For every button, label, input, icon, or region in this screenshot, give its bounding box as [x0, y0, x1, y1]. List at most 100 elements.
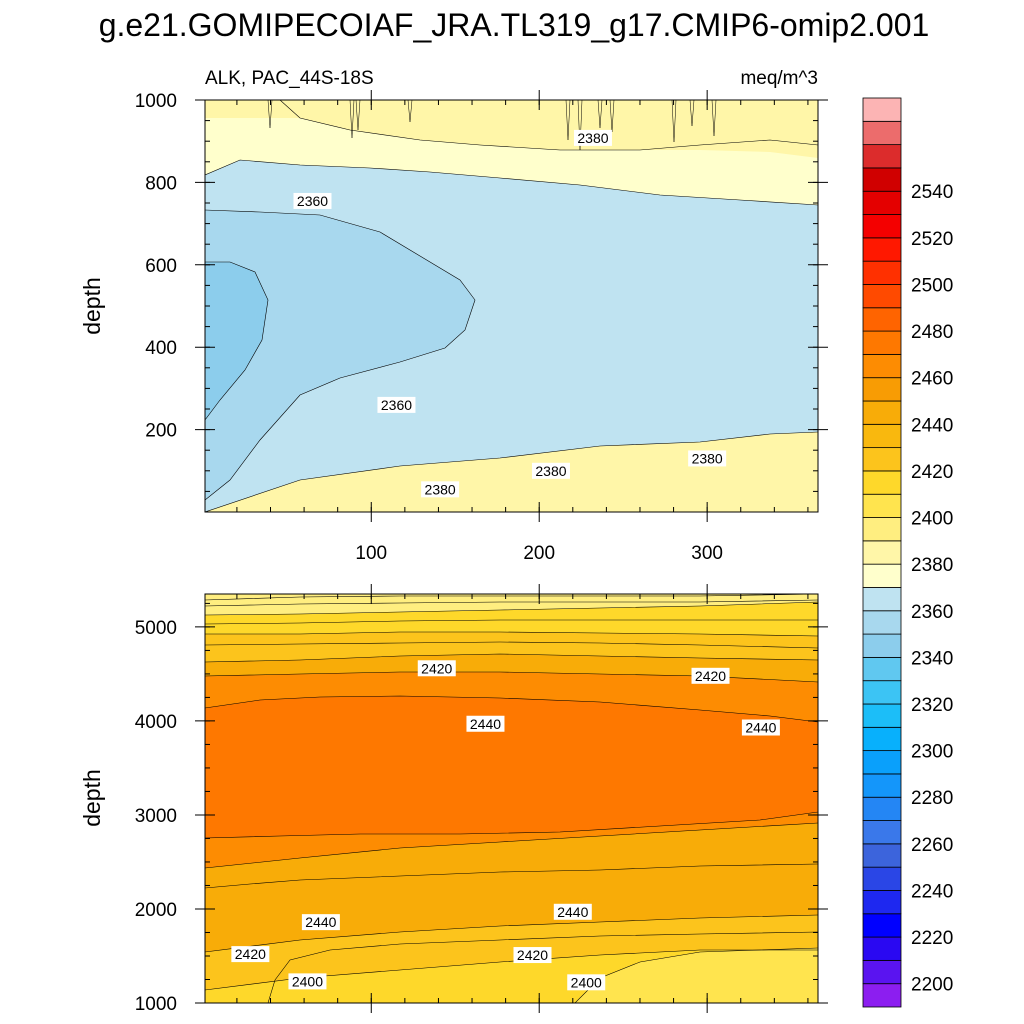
contour-label-box [293, 192, 332, 209]
colorbar-label: 2200 [911, 975, 953, 996]
bot-contour-1 [205, 594, 818, 601]
contour-label: 2440 [305, 914, 336, 930]
colorbar-label: 2300 [911, 742, 953, 763]
colorbar-swatch [862, 144, 902, 169]
bot-contour-12 [205, 863, 818, 889]
top-contour-labels: 2380 2380 2380 2360 2360 2380 [293, 129, 727, 498]
colorbar-label: 2400 [911, 509, 953, 530]
top-contour-2380-upper [205, 159, 818, 206]
colorbar-swatch [862, 540, 902, 565]
colorbar-swatch [862, 913, 902, 938]
top-contour-2350 [205, 261, 269, 421]
colorbar-swatch [862, 959, 902, 985]
colorbar: 2200 2220 2240 2260 2280 2300 2320 2340 2360 2380… [862, 97, 953, 1008]
bottom-ticks: 1000 2000 3000 4000 5000 [135, 584, 828, 1015]
contour-label-box [377, 396, 416, 413]
top-ytick-label: 200 [145, 421, 177, 442]
bottom-ytick-label: 3000 [135, 806, 177, 827]
bot-contour-6 [205, 641, 818, 649]
bot-fill-2380-2400-top [205, 594, 818, 615]
contour-label-box [288, 973, 327, 990]
contour-label-box [741, 719, 780, 736]
colorbar-swatch [862, 843, 902, 868]
contour-label: 2400 [571, 974, 602, 990]
contour-label: 2420 [235, 946, 266, 962]
contour-label-box [417, 660, 456, 677]
bottom-ytick-label: 1000 [135, 994, 177, 1015]
colorbar-label: 2340 [911, 648, 953, 669]
top-contour-2360 [205, 209, 476, 501]
colorbar-swatch [862, 656, 902, 682]
bottom-ylabel: depth [79, 769, 105, 827]
colorbar-swatch [862, 517, 902, 542]
top-ticks: 200 400 600 800 1000 100 200 300 [135, 90, 828, 564]
colorbar-swatch [862, 493, 902, 518]
bot-contour-3 [205, 601, 818, 616]
top-xtick-label: 300 [691, 543, 723, 564]
colorbar-label: 2440 [911, 415, 953, 436]
contour-label-box [573, 129, 612, 146]
top-surface-noise [267, 100, 717, 151]
contour-label-box [531, 462, 570, 479]
contour-label-box [513, 947, 552, 964]
top-contour-2390 [205, 100, 818, 151]
bottom-ytick-label: 2000 [135, 900, 177, 921]
top-ytick-label: 400 [145, 338, 177, 359]
colorbar-swatch [862, 610, 902, 635]
colorbar-swatch [862, 866, 902, 891]
bottom-contour-labels: 2400 2400 2420 2420 2440 2440 2440 2440 2420 2420 [231, 660, 780, 991]
colorbar-swatch [862, 633, 902, 658]
contour-label-box [688, 450, 727, 467]
bot-contour-4 [205, 619, 818, 625]
colorbar-label: 2320 [911, 695, 953, 716]
colorbar-swatch [862, 237, 902, 262]
colorbar-label: 2520 [911, 229, 953, 250]
colorbar-swatch [862, 447, 902, 472]
top-ytick-label: 1000 [135, 91, 177, 112]
colorbar-swatch [862, 703, 902, 728]
colorbar-swatch [862, 353, 902, 379]
colorbar-label: 2500 [911, 275, 953, 296]
colorbar-label: 2380 [911, 555, 953, 576]
colorbar-swatch [862, 190, 902, 215]
top-ylabel: depth [79, 277, 105, 335]
contour-label-box [466, 715, 505, 732]
contour-label: 2420 [695, 668, 726, 684]
top-ytick-label: 600 [145, 256, 177, 277]
colorbar-label: 2280 [911, 788, 953, 809]
subtitle-left: ALK, PAC_44S-18S [205, 68, 374, 89]
colorbar-swatch [862, 890, 902, 915]
colorbar-swatch [862, 120, 902, 146]
bottom-panel [205, 594, 818, 1003]
contour-label-box [421, 481, 460, 498]
colorbar-swatch [862, 587, 902, 612]
colorbar-swatch [862, 750, 902, 775]
bot-contour-11 [205, 822, 818, 869]
contour-label: 2380 [577, 130, 608, 146]
colorbar-swatch [862, 330, 902, 355]
colorbar-swatch [862, 820, 902, 845]
top-xtick-label: 100 [355, 543, 387, 564]
colorbar-swatch [862, 307, 902, 332]
top-fill-2340-2350 [205, 262, 268, 420]
bottom-ytick-label: 4000 [135, 712, 177, 733]
contour-label: 2440 [745, 720, 776, 736]
colorbar-swatch [862, 400, 902, 425]
colorbar-swatch [862, 214, 902, 239]
bot-contour-10 [205, 811, 818, 839]
bot-fill-2460-max [205, 696, 818, 838]
colorbar-label: 2220 [911, 928, 953, 949]
bot-fill-2390-bottom [575, 948, 818, 1003]
contour-label: 2440 [470, 716, 501, 732]
colorbar-swatch [862, 423, 902, 449]
contour-label: 2360 [297, 193, 328, 209]
top-panel [205, 100, 818, 512]
contour-label: 2360 [381, 397, 412, 413]
contour-label-box [231, 946, 270, 963]
figure-title: g.e21.GOMIPECOIAF_JRA.TL319_g17.CMIP6-om… [99, 7, 930, 43]
colorbar-swatch [862, 260, 902, 285]
colorbar-swatch [862, 936, 902, 961]
colorbar-swatch [862, 377, 902, 402]
colorbar-label: 2360 [911, 602, 953, 623]
contour-label: 2440 [557, 904, 588, 920]
